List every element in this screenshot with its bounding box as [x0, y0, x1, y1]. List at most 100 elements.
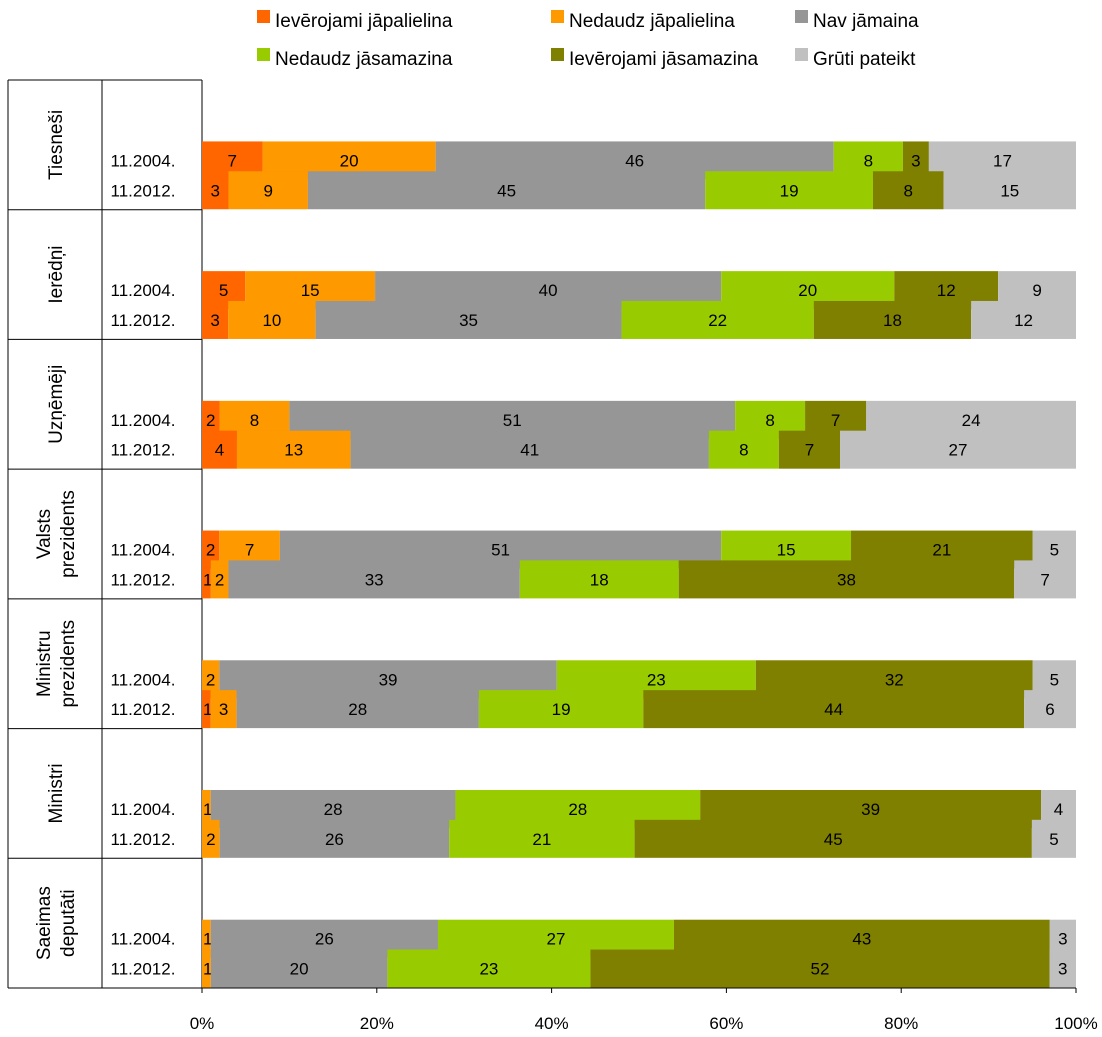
bar-segment [210, 949, 388, 988]
category-label-line: Ministru [34, 630, 55, 697]
data-label: 7 [831, 411, 840, 430]
bar-segment [202, 430, 237, 469]
bar-segment [449, 819, 635, 858]
legend-swatch-3 [795, 10, 808, 23]
bar-segment [202, 560, 211, 599]
period-label: 11.2004. [111, 281, 176, 300]
bar-segment [813, 300, 972, 339]
data-label: 44 [824, 700, 843, 719]
data-label: 27 [547, 930, 566, 949]
data-label: 5 [1050, 541, 1059, 560]
bar-segment [236, 690, 479, 729]
bar-segment [307, 171, 706, 210]
data-label: 5 [1049, 830, 1058, 849]
legend-swatch-4 [257, 48, 270, 61]
period-label: 11.2012. [111, 181, 176, 200]
bars: 7 20 46 8 3 173 9 45 19 8 155 15 40 20 12 93 10 35 22 18 122… [202, 141, 1076, 988]
bar-segment [210, 560, 229, 599]
category-label: Tiesneši [46, 110, 67, 180]
data-label: 28 [348, 700, 367, 719]
data-label: 22 [708, 311, 727, 330]
legend: Ievērojami jāpalielina Nedaudz jāpalielin… [257, 10, 919, 70]
data-label: 41 [520, 441, 539, 460]
bar-segment [202, 400, 220, 439]
legend-label-6: Grūti pateikt [813, 49, 916, 70]
data-label: 7 [1040, 570, 1049, 589]
bar-segment [350, 430, 709, 469]
data-label: 12 [1014, 311, 1033, 330]
bar-segment [519, 560, 679, 599]
x-tick-label: 80% [884, 1014, 918, 1033]
data-label: 19 [780, 181, 799, 200]
legend-swatch-1 [257, 10, 270, 23]
data-label: 4 [1054, 800, 1063, 819]
category-label-line: Uzņēmēji [46, 365, 67, 444]
data-label: 12 [937, 281, 956, 300]
period-label: 11.2012. [111, 311, 176, 330]
bar-segment [708, 430, 779, 469]
bar-segment [202, 171, 229, 210]
data-label: 23 [479, 960, 498, 979]
category-label-line: Valsts [34, 509, 55, 559]
data-label: 3 [1058, 960, 1067, 979]
data-label: 39 [861, 800, 880, 819]
data-label: 3 [219, 700, 228, 719]
bar-segment [1014, 560, 1076, 599]
data-label: 3 [211, 181, 220, 200]
bar-segment [643, 690, 1025, 729]
category-label-line: prezidents [58, 490, 79, 578]
bar-segment [202, 919, 211, 958]
data-label: 33 [365, 570, 384, 589]
data-label: 51 [491, 541, 510, 560]
category-label: Valsts prezidents [34, 490, 79, 578]
data-label: 1 [203, 570, 212, 589]
data-label: 19 [552, 700, 571, 719]
data-label: 15 [1000, 181, 1019, 200]
x-tick-label: 20% [360, 1014, 394, 1033]
data-label: 40 [539, 281, 558, 300]
period-label: 11.2004. [111, 151, 176, 170]
category-label: Saeimas deputāti [34, 886, 79, 960]
period-label: 11.2012. [111, 700, 176, 719]
data-label: 27 [949, 441, 968, 460]
data-label: 51 [503, 411, 522, 430]
bar-segment [210, 690, 237, 729]
category-label-line: prezidents [58, 620, 79, 708]
data-label: 3 [210, 311, 219, 330]
data-label: 28 [324, 800, 343, 819]
bar-segment [202, 819, 220, 858]
period-label: 11.2012. [111, 830, 176, 849]
data-label: 4 [215, 441, 224, 460]
data-label: 3 [1058, 930, 1067, 949]
data-label: 8 [904, 181, 913, 200]
period-label: 11.2004. [111, 411, 176, 430]
data-label: 1 [203, 800, 212, 819]
x-tick-label: 60% [709, 1014, 743, 1033]
bar-segment [219, 819, 450, 858]
bar-segment [1024, 690, 1076, 729]
legend-label-4: Nedaudz jāsamazina [275, 49, 453, 70]
data-label: 28 [568, 800, 587, 819]
bar-segment [678, 560, 1015, 599]
legend-swatch-2 [551, 10, 564, 23]
data-label: 7 [805, 441, 814, 460]
data-label: 5 [1050, 670, 1059, 689]
category-label: Uzņēmēji [46, 365, 67, 444]
data-label: 15 [301, 281, 320, 300]
bar-segment [478, 690, 644, 729]
period-label: 11.2004. [111, 541, 176, 560]
data-label: 15 [777, 541, 796, 560]
data-label: 7 [228, 151, 237, 170]
data-label: 2 [206, 830, 215, 849]
data-label: 20 [340, 151, 359, 170]
period-label: 11.2012. [111, 570, 176, 589]
legend-label-3: Nav jāmaina [813, 11, 919, 32]
axes: 0% 20% 40% 60% 80% 100% [7, 79, 1098, 1033]
data-label: 6 [1045, 700, 1054, 719]
bar-segment [634, 819, 1032, 858]
bar-segment [943, 171, 1076, 210]
data-label: 45 [497, 181, 516, 200]
data-label: 5 [219, 281, 228, 300]
data-label: 20 [290, 960, 309, 979]
bar-segment [202, 300, 229, 339]
